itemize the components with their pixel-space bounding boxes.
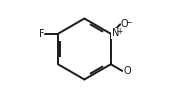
Text: N: N <box>112 29 119 39</box>
Text: +: + <box>116 27 123 36</box>
Text: N: N <box>112 28 119 38</box>
Text: O: O <box>121 19 129 29</box>
Text: F: F <box>38 29 44 39</box>
Text: −: − <box>125 18 131 27</box>
Text: F: F <box>39 29 44 39</box>
Text: O: O <box>123 66 131 76</box>
Text: O: O <box>121 19 129 29</box>
Text: O: O <box>123 66 131 76</box>
